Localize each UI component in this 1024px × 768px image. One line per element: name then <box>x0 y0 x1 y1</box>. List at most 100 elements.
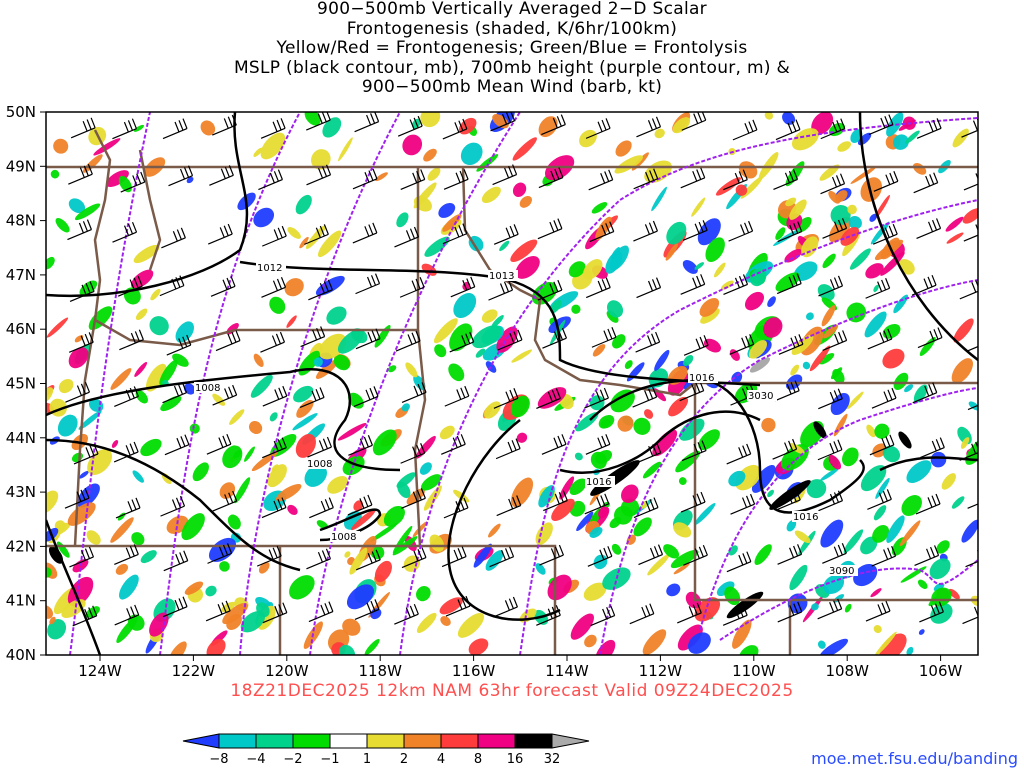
wind-barb <box>207 543 233 564</box>
wind-barb <box>536 605 561 626</box>
wind-barb <box>307 436 333 458</box>
mslp-label: 1012 <box>257 263 282 274</box>
wind-barb <box>683 335 709 356</box>
wind-barb <box>212 384 238 406</box>
wind-barb <box>449 331 475 353</box>
lon-label: 122W <box>172 662 216 680</box>
wind-barb <box>69 281 95 303</box>
lat-label: 42N <box>6 537 36 555</box>
wind-barb <box>633 220 658 242</box>
wind-barb <box>962 605 978 625</box>
wind-barb <box>587 546 613 567</box>
wind-barb <box>166 334 192 356</box>
wind-barb <box>775 119 801 141</box>
wind-barb <box>401 382 427 404</box>
wind-barb <box>777 221 803 243</box>
wind-barb <box>585 277 611 299</box>
source-url[interactable]: moe.met.fsu.edu/banding <box>811 749 1018 768</box>
wind-barb <box>400 443 426 464</box>
lat-label: 43N <box>6 483 36 501</box>
lat-label: 50N <box>6 103 36 121</box>
wind-barb <box>913 172 939 194</box>
wind-barb <box>871 387 897 409</box>
wind-barb <box>632 386 658 408</box>
wind-barb <box>585 118 611 139</box>
wind-barb <box>919 601 944 623</box>
title-line: Frontogenesis (shaded, K/6hr/100km) <box>346 18 678 39</box>
lat-label: 48N <box>6 212 36 230</box>
wind-barb <box>352 222 378 244</box>
wind-barb <box>347 494 373 516</box>
wind-barb <box>543 490 568 512</box>
wind-barb <box>212 114 237 136</box>
colorbar-tick: 1 <box>363 752 371 767</box>
title-line: 900−500mb Mean Wind (barb, kt) <box>361 77 663 97</box>
wind-barb <box>164 434 190 456</box>
wind-barb <box>633 168 659 190</box>
wind-barb <box>638 544 664 566</box>
wind-barb <box>262 437 287 459</box>
wind-barb <box>306 112 331 131</box>
wind-barb <box>732 119 758 141</box>
wind-barb <box>683 544 708 566</box>
wind-barb <box>212 490 238 512</box>
wind-barb <box>541 114 566 136</box>
wind-barb <box>776 273 802 295</box>
wind-barb <box>588 169 614 191</box>
wind-barb <box>680 167 706 189</box>
wind-barb <box>67 219 93 241</box>
wind-barb <box>441 546 467 568</box>
wind-barb <box>584 387 609 409</box>
colorbar-tick: 8 <box>474 752 482 767</box>
lon-label: 118W <box>358 662 402 680</box>
wind-barb <box>537 218 563 240</box>
wind-barb <box>820 118 846 140</box>
mslp-label: 1016 <box>689 373 714 384</box>
colorbar-min-arrow <box>182 733 220 749</box>
colorbar-swatch <box>514 733 553 749</box>
wind-barb <box>442 223 468 245</box>
colorbar-swatch <box>403 733 442 749</box>
wind-barb <box>871 545 897 567</box>
wind-barb <box>636 442 662 464</box>
height-label: 3090 <box>829 566 854 577</box>
wind-barb <box>160 495 186 517</box>
wind-barb <box>681 112 707 131</box>
wind-barb <box>73 443 99 465</box>
lon-label: 110W <box>732 662 776 680</box>
wind-barb <box>818 275 844 297</box>
colorbar-tick: 4 <box>437 752 445 767</box>
wind-barb <box>629 603 655 625</box>
wind-barb <box>399 277 425 298</box>
title-line: MSLP (black contour, mb), 700mb height (… <box>233 57 791 78</box>
wind-barb <box>168 165 194 187</box>
wind-barb <box>917 327 943 349</box>
wind-barb <box>682 220 708 241</box>
wind-barb <box>777 544 803 565</box>
wind-barb <box>354 599 380 620</box>
title-line: Yellow/Red = Frontogenesis; Green/Blue =… <box>276 38 748 58</box>
lon-label: 106W <box>919 662 963 680</box>
wind-barb <box>963 173 978 191</box>
lon-label: 116W <box>452 662 496 680</box>
wind-barb <box>206 433 232 455</box>
wind-barb <box>493 388 519 409</box>
wind-barb <box>354 112 380 133</box>
wind-barb <box>210 276 236 297</box>
lon-label: 108W <box>825 662 869 680</box>
wind-barb <box>681 440 707 462</box>
wind-barb <box>114 604 140 626</box>
wind-barb <box>205 600 231 622</box>
colorbar-swatch <box>218 733 257 749</box>
forecast-subtitle: 18Z21DEC2025 12km NAM 63hr forecast Vali… <box>230 681 794 701</box>
wind-barb <box>260 331 286 353</box>
lon-label: 114W <box>545 662 589 680</box>
wind-barb <box>591 327 617 348</box>
wind-barb <box>65 381 91 403</box>
wind-barb <box>961 118 978 138</box>
wind-barb <box>873 171 899 192</box>
wind-barb <box>119 329 144 351</box>
wind-barb <box>304 224 329 245</box>
wind-barb <box>397 115 423 137</box>
wind-barb <box>539 544 564 566</box>
